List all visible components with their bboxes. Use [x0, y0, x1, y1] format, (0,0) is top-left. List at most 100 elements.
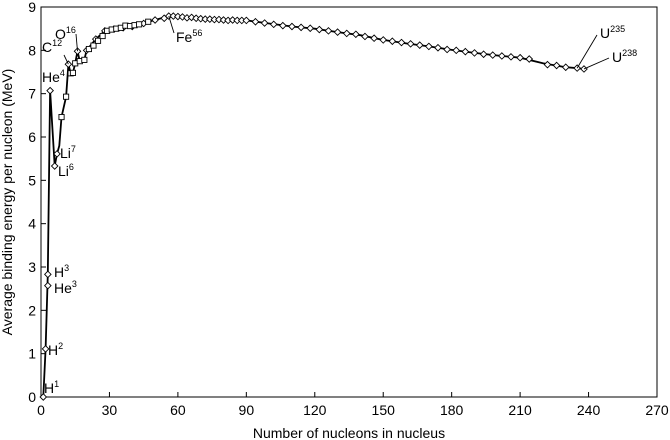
- x-tick-label: 0: [37, 402, 45, 418]
- x-tick-label: 30: [102, 402, 118, 418]
- y-tick-label: 1: [28, 346, 36, 362]
- data-point-diamond: [219, 16, 228, 24]
- y-tick-label: 8: [28, 42, 36, 58]
- data-point-diamond: [169, 12, 178, 20]
- data-point-diamond: [251, 17, 260, 26]
- isotope-mass-number: 12: [52, 38, 62, 48]
- isotope-mass-number: 235: [610, 24, 625, 34]
- y-tick-label: 3: [28, 259, 36, 275]
- data-point-diamond: [561, 63, 570, 72]
- data-point-diamond: [73, 47, 82, 56]
- data-point-diamond: [215, 15, 223, 24]
- data-point-square: [81, 56, 88, 63]
- isotope-mass-number: 56: [192, 28, 202, 38]
- data-point-diamond: [498, 52, 506, 60]
- data-point-diamond: [479, 50, 488, 59]
- isotope-mass-number: 3: [64, 263, 69, 273]
- x-axis-title: Number of nucleons in nucleus: [253, 425, 445, 440]
- data-point-diamond: [434, 43, 442, 52]
- isotope-symbol: He: [54, 280, 72, 296]
- data-point-diamond: [297, 23, 305, 32]
- isotope-symbol: Fe: [176, 29, 193, 45]
- isotope-label: C12: [42, 38, 62, 55]
- isotope-label: U238: [612, 48, 637, 65]
- isotope-mass-number: 4: [60, 68, 65, 78]
- y-tick-label: 9: [28, 0, 36, 15]
- isotope-symbol: H: [54, 264, 64, 280]
- isotope-symbol: He: [42, 69, 60, 85]
- data-point-diamond: [415, 41, 424, 49]
- x-tick-label: 60: [170, 402, 186, 418]
- isotope-label: Li7: [60, 144, 76, 161]
- y-axis: 0 1 2 3 4 5 6 7 8 9: [28, 0, 46, 405]
- isotope-label: H2: [48, 341, 63, 358]
- isotope-mass-number: 7: [71, 144, 76, 154]
- data-point-diamond: [488, 51, 497, 59]
- data-point-square: [145, 18, 152, 25]
- data-point-square: [58, 114, 65, 121]
- isotope-mass-number: 1: [54, 379, 59, 389]
- isotope-symbol: Li: [58, 163, 69, 179]
- data-point-diamond: [205, 15, 214, 23]
- data-point-diamond: [315, 25, 324, 34]
- data-point-square: [94, 37, 102, 44]
- data-point-diamond: [41, 345, 50, 353]
- data-point-diamond: [46, 86, 54, 95]
- x-tick-label: 180: [440, 402, 464, 418]
- y-tick-label: 4: [28, 216, 36, 232]
- isotope-symbol: U: [600, 25, 610, 41]
- data-point-diamond: [53, 150, 61, 158]
- x-tick-label: 150: [372, 402, 396, 418]
- data-point-diamond: [196, 14, 205, 23]
- data-point-diamond: [151, 16, 159, 24]
- binding-energy-curve: [42, 15, 585, 398]
- data-point-square: [136, 21, 143, 28]
- isotope-mass-number: 3: [72, 279, 77, 289]
- isotope-label: O16: [55, 25, 76, 42]
- data-point-diamond: [228, 16, 237, 24]
- annotation-leader: [576, 34, 598, 69]
- data-point-diamond: [573, 64, 581, 72]
- data-point-diamond: [192, 14, 200, 23]
- isotope-mass-number: 16: [66, 25, 76, 35]
- annotation-leader: [583, 57, 610, 70]
- annotation-leader: [75, 33, 78, 52]
- annotation-leader: [168, 15, 175, 34]
- y-tick-label: 6: [28, 129, 36, 145]
- isotope-label: Li6: [58, 162, 74, 179]
- isotope-label: He3: [54, 279, 77, 296]
- isotope-symbol: C: [42, 39, 52, 55]
- y-axis-title: Average binding energy per nucleon (MeV): [0, 69, 15, 336]
- data-point-diamond: [452, 46, 461, 55]
- isotope-label: He4: [42, 68, 65, 85]
- data-point-diamond: [44, 270, 52, 279]
- data-point-diamond: [461, 47, 470, 56]
- data-point-square: [90, 42, 97, 49]
- data-point-diamond: [333, 28, 342, 36]
- isotope-label: Fe56: [176, 28, 202, 45]
- data-point-diamond: [288, 22, 296, 31]
- y-tick-label: 5: [28, 172, 36, 188]
- isotope-symbol: O: [55, 26, 66, 42]
- x-tick-label: 270: [645, 402, 669, 418]
- data-point-diamond: [361, 32, 369, 41]
- data-point-diamond: [580, 65, 588, 73]
- data-points: [39, 12, 588, 401]
- data-point-diamond: [174, 12, 182, 21]
- data-point-diamond: [397, 38, 406, 47]
- data-point-diamond: [388, 37, 397, 46]
- data-point-diamond: [443, 45, 451, 54]
- data-point-diamond: [425, 42, 433, 51]
- data-point-square: [99, 32, 106, 40]
- data-point-diamond: [260, 19, 269, 27]
- data-point-diamond: [50, 162, 59, 170]
- isotope-label: U235: [600, 24, 625, 41]
- data-point-diamond: [552, 61, 561, 70]
- data-point-square: [69, 69, 76, 76]
- isotope-symbol: Li: [60, 145, 71, 161]
- y-tick-label: 0: [28, 389, 36, 405]
- x-tick-label: 90: [239, 402, 255, 418]
- isotope-label: H3: [54, 263, 69, 280]
